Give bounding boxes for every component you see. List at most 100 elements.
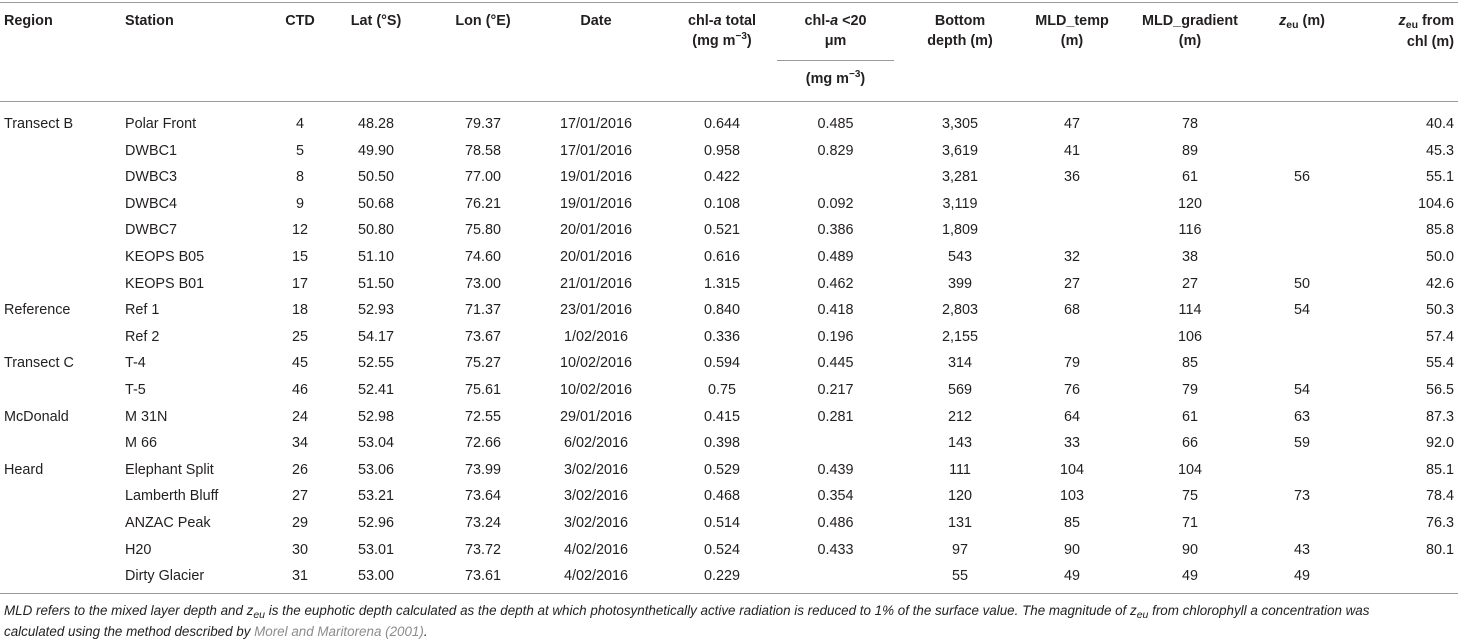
cell-zeu [1262, 326, 1342, 348]
header-zeu-from-chl: zeu from chl (m) [1398, 13, 1454, 50]
cell-date: 3/02/2016 [563, 515, 629, 531]
cell-zeu-from-chl: 76.3 [1425, 515, 1454, 531]
table-row: DWBC3 8 50.50 77.00 19/01/2016 0.422 3,281 36 61… [0, 166, 1458, 188]
cell-ctd: 8 [295, 169, 304, 185]
cell-lon: 73.67 [464, 329, 501, 345]
cell-mld-temp: 68 [1063, 302, 1080, 318]
cell-date: 4/02/2016 [563, 542, 629, 558]
header-bottom-rule [0, 101, 1458, 102]
cell-bottom-depth: 314 [947, 355, 972, 371]
cell-station: DWBC3 [125, 169, 177, 185]
cell-station: T-5 [125, 382, 146, 398]
table-row: H20 30 53.01 73.72 4/02/2016 0.524 0.433 97 90 90… [0, 539, 1458, 561]
cell-zeu-from-chl: 50.3 [1425, 302, 1454, 318]
cell-chl20: 0.439 [817, 462, 854, 478]
header-chl20-unit: (mg m−3) [805, 69, 866, 87]
cell-lat: 50.68 [357, 196, 394, 212]
cell-zeu-from-chl: 57.4 [1425, 329, 1454, 345]
cell-ctd: 17 [291, 276, 308, 292]
header-mld-temp: MLD_temp (m) [1035, 13, 1109, 49]
cell-lon: 75.61 [464, 382, 501, 398]
cell-zeu: 54 [1293, 302, 1310, 318]
cell-ctd: 15 [291, 249, 308, 265]
cell-zeu-from-chl: 80.1 [1425, 542, 1454, 558]
cell-bottom-depth: 120 [947, 488, 972, 504]
cell-zeu [1262, 459, 1342, 481]
cell-region [4, 379, 114, 401]
cell-region [4, 539, 114, 561]
cell-mld-temp: 33 [1063, 435, 1080, 451]
cell-lat: 51.10 [357, 249, 394, 265]
cell-bottom-depth: 3,119 [942, 196, 978, 212]
cell-chl20: 0.418 [817, 302, 854, 318]
cell-region: Reference [4, 302, 71, 318]
cell-chl-total: 0.521 [703, 222, 740, 238]
cell-mld-gradient: 61 [1181, 169, 1198, 185]
cell-chl20: 0.433 [817, 542, 854, 558]
cell-lat: 49.90 [357, 143, 394, 159]
cell-ctd: 9 [295, 196, 304, 212]
cell-chl20: 0.386 [817, 222, 854, 238]
cell-station: Dirty Glacier [125, 568, 205, 584]
header-bottom-depth: Bottom depth (m) [927, 13, 993, 49]
cell-bottom-depth: 55 [951, 568, 968, 584]
cell-chl-total: 0.644 [703, 116, 740, 132]
cell-zeu [1262, 140, 1342, 162]
cell-date: 10/02/2016 [559, 382, 633, 398]
cell-zeu-from-chl: 40.4 [1425, 116, 1454, 132]
citation-link[interactable]: Morel and Maritorena (2001) [254, 624, 424, 639]
cell-zeu-from-chl: 55.1 [1425, 169, 1454, 185]
cell-zeu-from-chl: 50.0 [1425, 249, 1454, 265]
cell-bottom-depth: 3,619 [941, 143, 978, 159]
cell-lon: 76.21 [464, 196, 501, 212]
table-row: T-5 46 52.41 75.61 10/02/2016 0.75 0.217 569 76 7… [0, 379, 1458, 401]
cell-mld-gradient: 85 [1181, 355, 1198, 371]
cell-date: 19/01/2016 [559, 169, 633, 185]
cell-zeu: 54 [1293, 382, 1310, 398]
cell-zeu-from-chl: 56.5 [1425, 382, 1454, 398]
cell-station: DWBC4 [125, 196, 177, 212]
cell-date: 21/01/2016 [559, 276, 633, 292]
cell-chl-total: 0.524 [703, 542, 740, 558]
cell-ctd: 12 [291, 222, 308, 238]
cell-lon: 73.72 [464, 542, 501, 558]
cell-zeu: 56 [1293, 169, 1310, 185]
cell-zeu-from-chl: 92.0 [1425, 435, 1454, 451]
cell-region [4, 246, 114, 268]
cell-chl20 [777, 565, 894, 587]
cell-date: 3/02/2016 [563, 488, 629, 504]
cell-bottom-depth: 399 [947, 276, 972, 292]
cell-station: H20 [125, 542, 152, 558]
table-row: McDonald M 31N 24 52.98 72.55 29/01/2016 0.415… [0, 406, 1458, 428]
cell-region [4, 432, 114, 454]
cell-region [4, 273, 114, 295]
cell-zeu [1262, 352, 1342, 374]
cell-region [4, 326, 114, 348]
cell-bottom-depth: 3,305 [941, 116, 978, 132]
cell-mld-temp [1027, 326, 1117, 348]
cell-ctd: 27 [291, 488, 308, 504]
cell-mld-gradient: 90 [1181, 542, 1198, 558]
cell-station: DWBC7 [125, 222, 177, 238]
cell-mld-gradient: 78 [1181, 116, 1198, 132]
cell-lon: 75.80 [464, 222, 501, 238]
cell-station: Polar Front [125, 116, 197, 132]
cell-bottom-depth: 1,809 [941, 222, 978, 238]
cell-ctd: 31 [291, 568, 308, 584]
cell-ctd: 25 [291, 329, 308, 345]
cell-mld-gradient: 75 [1181, 488, 1198, 504]
cell-station: M 66 [125, 435, 157, 451]
cell-region: Transect B [4, 116, 74, 132]
cell-lon: 73.00 [464, 276, 501, 292]
cell-lat: 51.50 [357, 276, 394, 292]
table-row: KEOPS B01 17 51.50 73.00 21/01/2016 1.315 0.46… [0, 273, 1458, 295]
cell-mld-temp: 64 [1063, 409, 1080, 425]
cell-date: 10/02/2016 [559, 355, 633, 371]
cell-chl20: 0.196 [817, 329, 854, 345]
cell-lat: 52.98 [357, 409, 394, 425]
cell-bottom-depth: 143 [947, 435, 972, 451]
cell-chl-total: 0.336 [703, 329, 740, 345]
cell-chl-total: 0.108 [703, 196, 740, 212]
cell-lon: 71.37 [464, 302, 501, 318]
table-top-rule [0, 2, 1458, 3]
